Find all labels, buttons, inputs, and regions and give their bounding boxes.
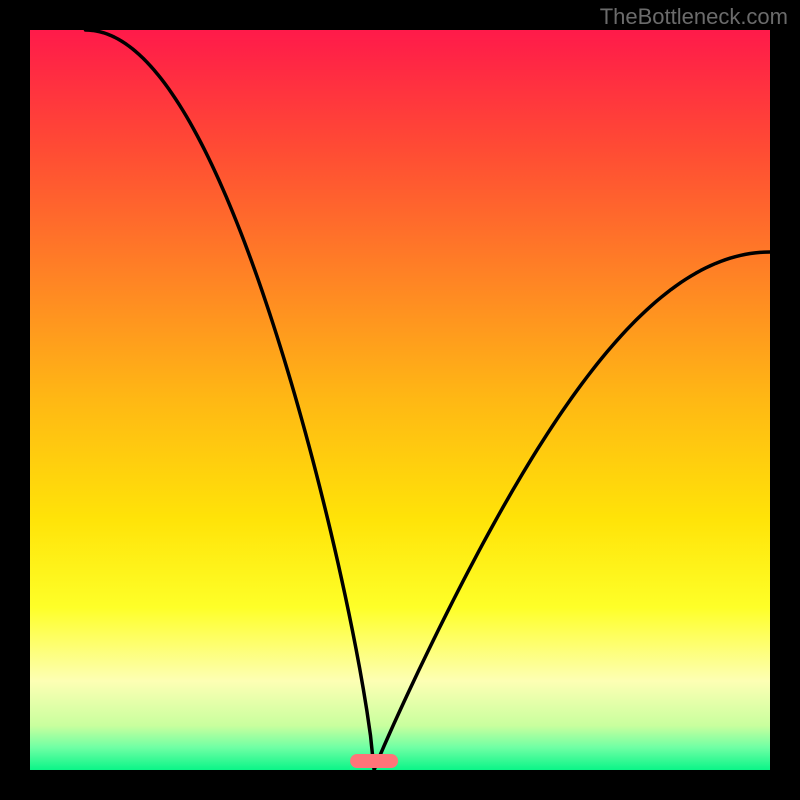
bottleneck-chart bbox=[0, 0, 800, 800]
watermark-text: TheBottleneck.com bbox=[600, 4, 788, 30]
chart-container: TheBottleneck.com bbox=[0, 0, 800, 800]
gradient-background bbox=[30, 30, 770, 770]
bottleneck-marker bbox=[350, 754, 398, 768]
